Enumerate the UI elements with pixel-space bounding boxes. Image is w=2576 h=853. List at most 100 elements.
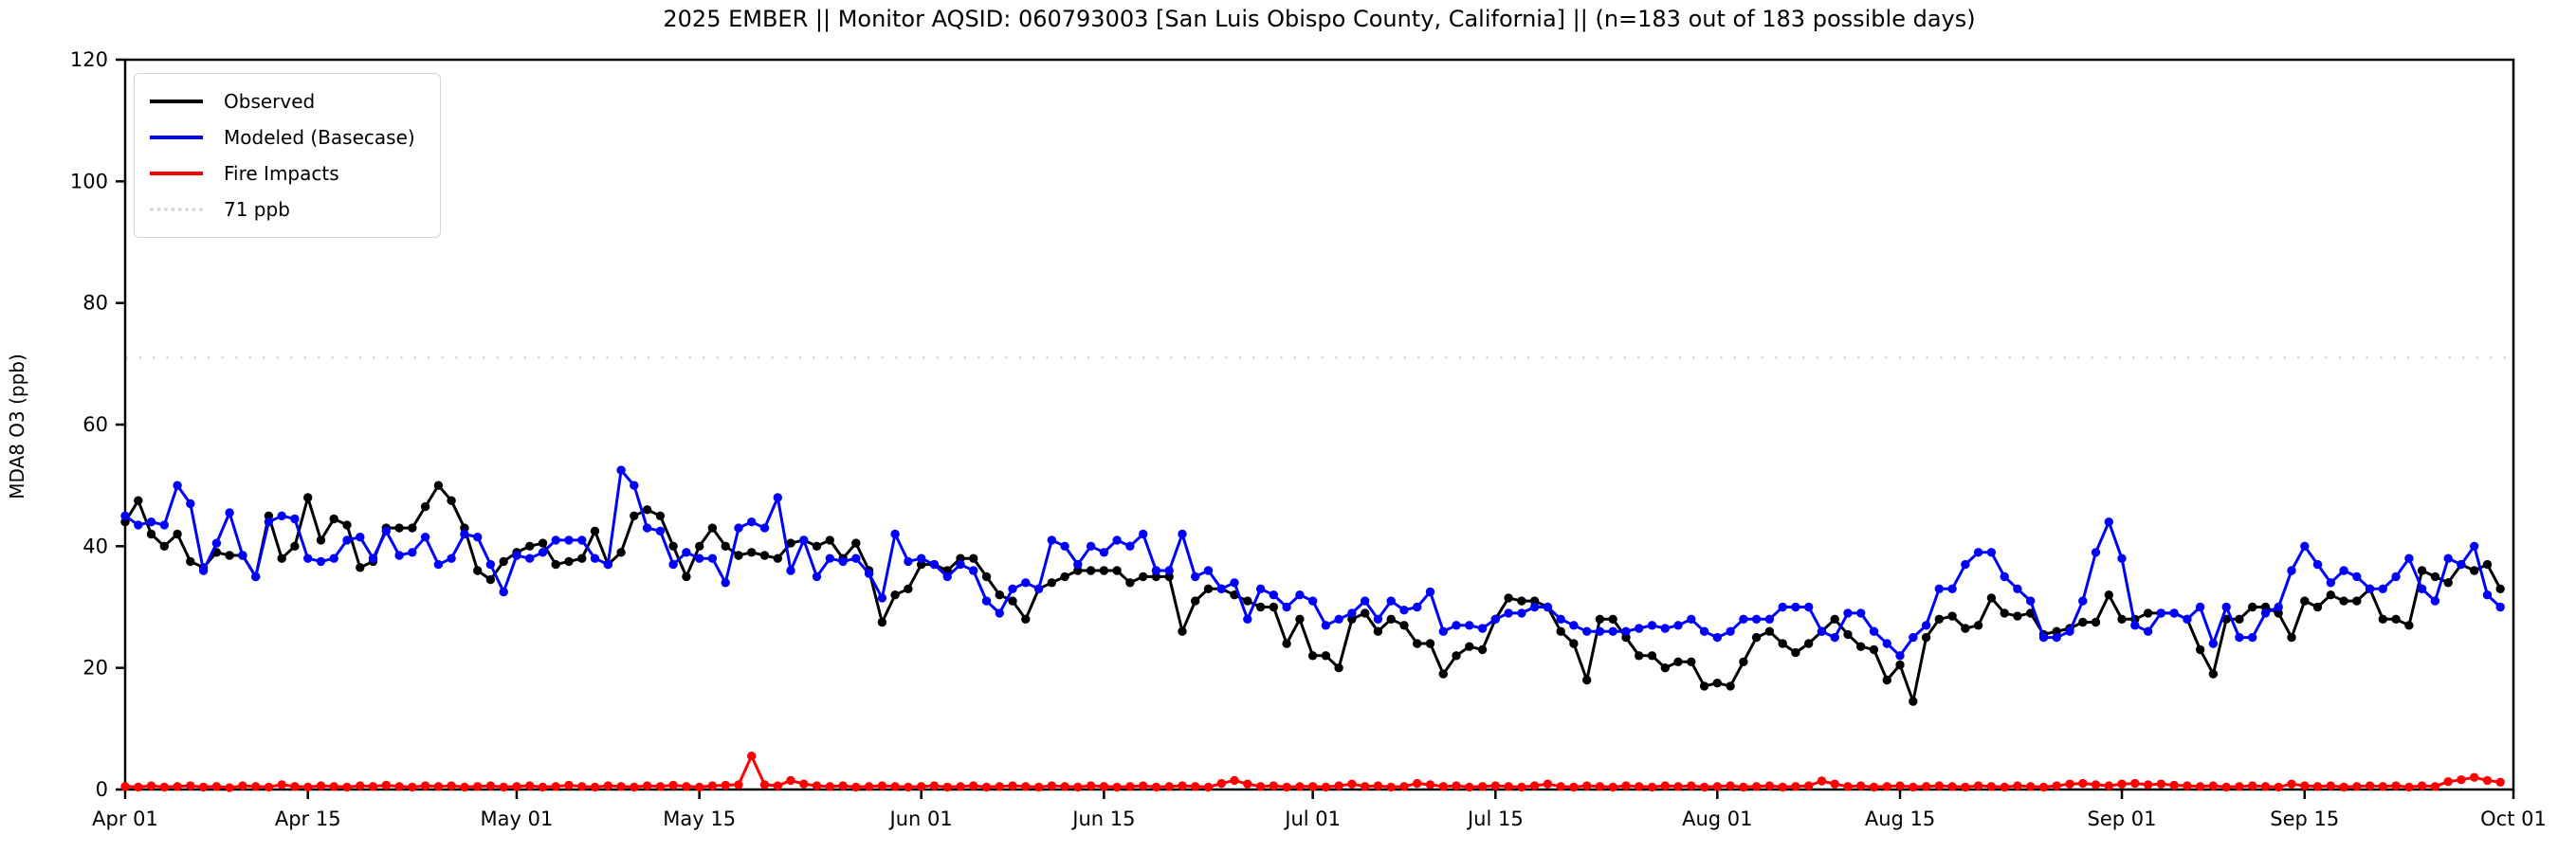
data-point [1921,632,1931,643]
data-point [2339,782,2348,792]
data-point [2470,772,2479,782]
data-point [2312,559,2323,570]
data-point [394,551,404,560]
data-point [1778,639,1787,648]
data-point [1269,590,1279,600]
data-point [1307,596,1318,606]
data-point [316,781,326,790]
data-point [2052,632,2061,643]
reference-line-icon [150,208,203,211]
legend-item-observed: Observed [150,83,415,119]
data-point [159,541,169,551]
data-point [590,526,600,535]
data-point [2248,632,2257,643]
data-point [747,548,757,557]
data-point [1764,614,1775,624]
data-point [551,782,560,791]
data-point [1673,657,1683,666]
data-point [721,780,730,790]
fire-line-icon [150,172,203,175]
data-point [2078,778,2088,789]
data-point [368,554,378,563]
data-point [630,511,639,520]
data-point [734,780,743,789]
data-point [173,529,182,539]
data-point [1452,651,1461,661]
data-point [1504,593,1513,603]
data-point [682,548,691,557]
data-point [995,590,1005,600]
data-point [1021,614,1031,624]
data-point [2156,608,2165,618]
data-point [2260,782,2271,791]
data-point [1112,535,1122,545]
data-point [408,548,417,557]
data-point [695,782,704,792]
data-point [1477,624,1488,633]
data-point [1791,782,1800,791]
data-point [146,781,156,790]
data-point [1830,779,1839,789]
data-point [342,535,352,545]
data-point [2248,602,2257,612]
data-point [1635,651,1644,661]
data-point [1099,566,1109,575]
data-point [1726,681,1735,691]
data-point [968,566,978,575]
data-point [864,782,874,791]
data-point [917,782,926,791]
data-point [1099,548,1109,557]
data-point [1517,608,1526,618]
data-point [590,782,600,792]
data-point [838,556,848,567]
data-point [616,548,626,557]
data-point [2365,781,2375,790]
data-point [1125,782,1135,791]
data-point [1986,548,1997,557]
data-point [799,779,809,789]
data-point [1060,782,1069,791]
data-point [668,559,678,570]
data-point [1621,626,1631,636]
data-point [538,548,548,557]
data-point [1556,626,1565,636]
data-point [2026,596,2036,606]
data-point [1191,572,1200,582]
data-point [2000,572,2009,582]
data-point [2430,596,2440,606]
data-point [2235,782,2244,791]
data-point [2117,779,2127,789]
data-point [2143,608,2153,618]
data-point [2038,632,2049,643]
data-point [2221,782,2231,792]
data-point [1060,541,1069,551]
data-point [1452,781,1461,790]
data-point [1139,572,1148,582]
data-point [904,556,913,567]
data-point [356,781,365,790]
y-tick-label: 60 [82,413,108,436]
data-point [1465,782,1474,792]
data-point [1751,782,1762,791]
y-tick-label: 0 [96,778,108,801]
data-point [734,551,743,560]
data-point [1021,578,1031,588]
x-tick-label: Jul 15 [1466,808,1524,830]
data-point [1921,621,1931,630]
data-point [995,608,1005,618]
data-point [773,493,782,502]
data-point [2443,554,2453,563]
data-point [1895,660,1905,670]
data-point [890,590,900,600]
data-point [2378,782,2387,791]
data-point [2300,596,2310,606]
data-point [264,517,274,527]
data-point [1687,657,1696,666]
data-point [1178,781,1187,790]
legend-label-fire: Fire Impacts [224,162,339,185]
y-tick-label: 120 [70,48,108,71]
data-point [1595,782,1605,791]
data-point [1791,647,1800,658]
data-point [682,572,691,582]
data-point [2404,782,2414,792]
